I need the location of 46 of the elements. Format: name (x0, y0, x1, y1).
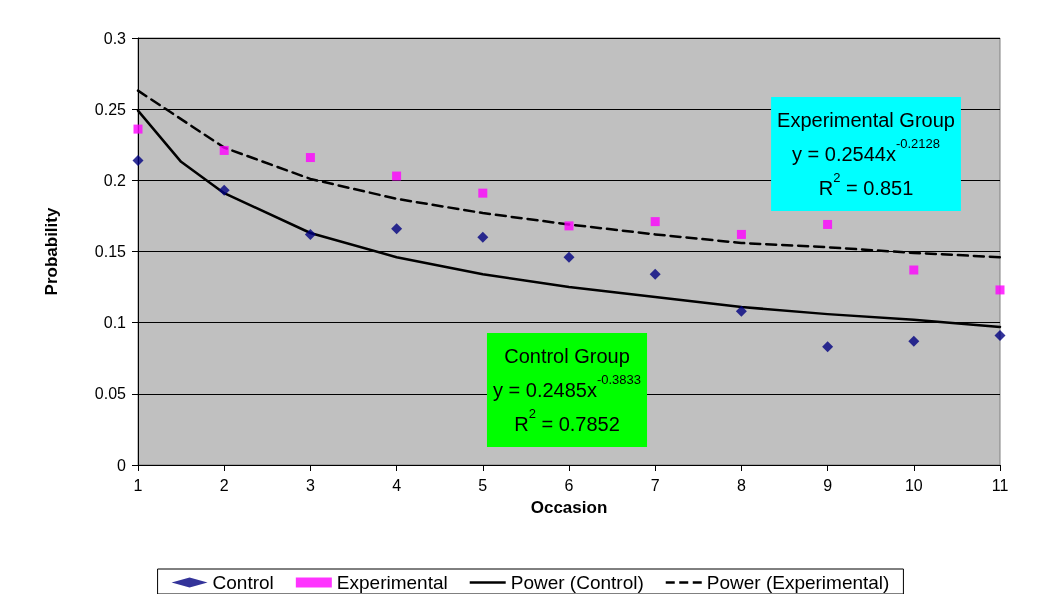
point (391, 223, 403, 235)
x-tick-label: 7 (650, 476, 660, 494)
point (909, 265, 919, 275)
point (219, 145, 229, 155)
x-tick-label: 9 (823, 476, 833, 494)
y-tick-label: 0 (117, 456, 127, 474)
x-tick-label: 1 (133, 476, 143, 494)
y-tick-label: 0.1 (103, 314, 127, 332)
y-tick-label: 0.2 (103, 171, 127, 189)
point (305, 153, 315, 163)
y-tick-label: 0.25 (94, 100, 127, 118)
point (995, 285, 1005, 295)
x-tick-label: 11 (991, 476, 1009, 494)
point (994, 329, 1006, 341)
legend-label: Power (Control) (510, 572, 644, 593)
y-tick-label: 0.05 (94, 385, 127, 403)
point (908, 335, 920, 347)
point (822, 341, 834, 353)
point (735, 305, 747, 317)
point (477, 231, 489, 243)
point (564, 221, 574, 231)
point (392, 171, 402, 181)
point (132, 154, 144, 166)
x-tick-label: 10 (904, 476, 923, 494)
point (133, 124, 143, 134)
point (304, 228, 316, 240)
x-tick-label: 2 (219, 476, 229, 494)
point (563, 251, 575, 263)
point (823, 219, 833, 229)
x-tick-label: 8 (736, 476, 746, 494)
legend-label: Experimental (336, 572, 448, 593)
x-tick-label: 5 (478, 476, 488, 494)
x-tick-label: 3 (305, 476, 315, 494)
point (736, 229, 746, 239)
y-tick-label: 0.3 (103, 29, 127, 47)
x-tick-label: 4 (392, 476, 402, 494)
x-tick-label: 6 (564, 476, 574, 494)
point (649, 268, 661, 280)
x-axis-title: Occasion (530, 498, 608, 517)
legend-label: Control (212, 572, 274, 593)
point (478, 188, 488, 198)
y-tick-label: 0.15 (94, 243, 127, 260)
y-axis-title: Probability (42, 207, 61, 296)
point (650, 217, 660, 227)
point (218, 184, 230, 196)
legend-label: Power (Experimental) (706, 572, 890, 593)
